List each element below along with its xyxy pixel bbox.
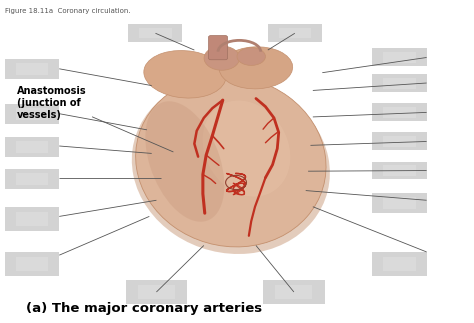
FancyBboxPatch shape xyxy=(126,280,187,304)
FancyBboxPatch shape xyxy=(263,280,325,304)
FancyBboxPatch shape xyxy=(5,104,59,124)
Ellipse shape xyxy=(146,101,224,222)
Text: (a) The major coronary arteries: (a) The major coronary arteries xyxy=(26,302,262,315)
FancyBboxPatch shape xyxy=(383,136,416,147)
FancyBboxPatch shape xyxy=(5,169,59,189)
FancyBboxPatch shape xyxy=(5,252,59,276)
FancyBboxPatch shape xyxy=(372,74,427,92)
FancyBboxPatch shape xyxy=(138,285,175,299)
Ellipse shape xyxy=(203,100,290,197)
Text: Anastomosis
(junction of
vessels): Anastomosis (junction of vessels) xyxy=(17,86,86,120)
FancyBboxPatch shape xyxy=(372,132,427,150)
FancyBboxPatch shape xyxy=(16,212,48,226)
FancyBboxPatch shape xyxy=(209,36,228,60)
FancyBboxPatch shape xyxy=(16,141,48,153)
Ellipse shape xyxy=(219,47,292,89)
FancyBboxPatch shape xyxy=(16,257,48,271)
Ellipse shape xyxy=(237,48,265,65)
FancyBboxPatch shape xyxy=(5,207,59,231)
FancyBboxPatch shape xyxy=(128,24,182,42)
FancyBboxPatch shape xyxy=(16,108,48,120)
FancyBboxPatch shape xyxy=(5,137,59,157)
Ellipse shape xyxy=(132,79,330,254)
FancyBboxPatch shape xyxy=(372,193,427,213)
FancyBboxPatch shape xyxy=(383,52,416,63)
FancyBboxPatch shape xyxy=(383,197,416,209)
FancyBboxPatch shape xyxy=(139,28,172,38)
FancyBboxPatch shape xyxy=(268,24,322,42)
FancyBboxPatch shape xyxy=(372,48,427,66)
Text: Figure 18.11a  Coronary circulation.: Figure 18.11a Coronary circulation. xyxy=(5,8,130,14)
FancyBboxPatch shape xyxy=(16,173,48,185)
FancyBboxPatch shape xyxy=(372,252,427,276)
Ellipse shape xyxy=(204,46,240,70)
FancyBboxPatch shape xyxy=(383,165,416,176)
Ellipse shape xyxy=(136,76,326,247)
Ellipse shape xyxy=(144,50,226,98)
FancyBboxPatch shape xyxy=(279,28,311,38)
FancyBboxPatch shape xyxy=(16,63,48,75)
FancyBboxPatch shape xyxy=(383,107,416,118)
FancyBboxPatch shape xyxy=(275,285,312,299)
FancyBboxPatch shape xyxy=(5,59,59,79)
FancyBboxPatch shape xyxy=(383,78,416,89)
FancyBboxPatch shape xyxy=(383,257,416,271)
FancyBboxPatch shape xyxy=(372,103,427,121)
FancyBboxPatch shape xyxy=(372,162,427,179)
